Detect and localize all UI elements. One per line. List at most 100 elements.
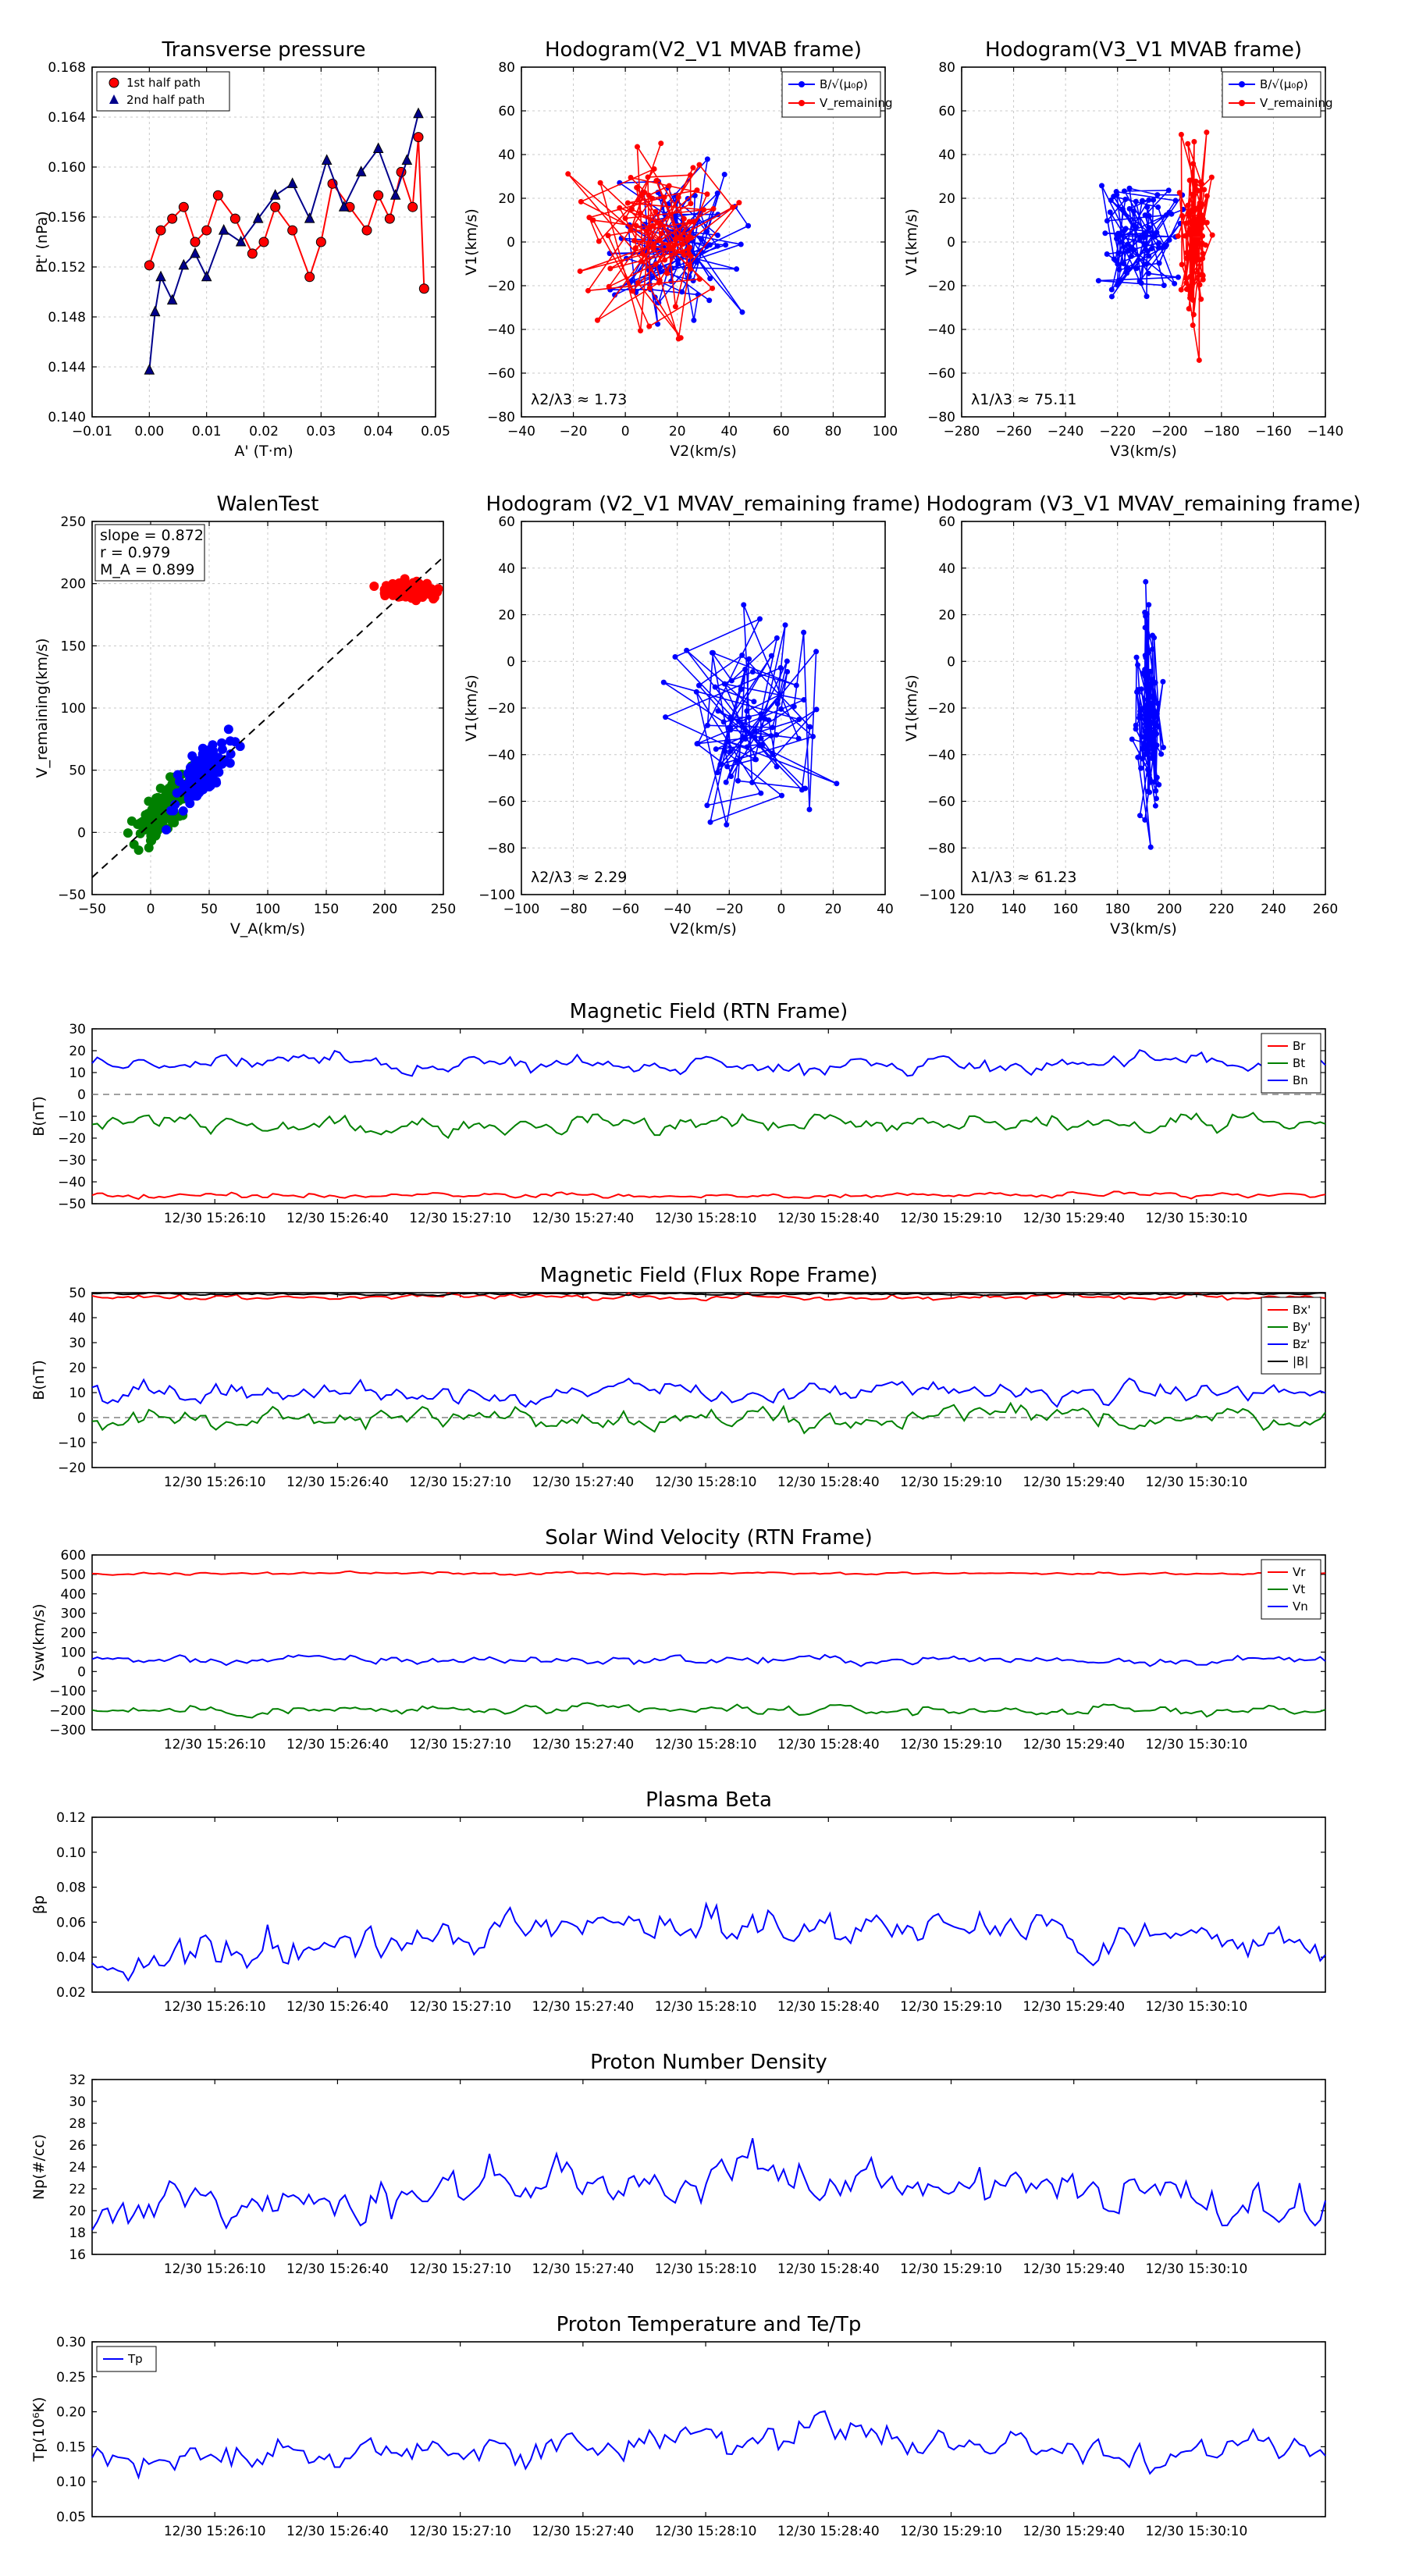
data-point — [167, 213, 178, 224]
y-tick-label: 200 — [61, 577, 86, 592]
data-point — [1143, 703, 1149, 709]
y-tick-label: 0.144 — [48, 360, 86, 375]
data-point — [586, 215, 592, 221]
x-tick-label: 260 — [1313, 902, 1338, 917]
data-point — [715, 708, 721, 714]
data-point — [1183, 279, 1190, 286]
chart-title: WalenTest — [217, 493, 319, 516]
x-tick-label: −0.01 — [72, 424, 112, 439]
data-point — [394, 583, 404, 593]
data-point — [578, 198, 584, 205]
y-tick-label: 60 — [938, 514, 955, 530]
y-tick-label: 16 — [69, 2247, 86, 2263]
x-tick-label: 12/30 15:27:10 — [409, 1737, 511, 1752]
legend-marker — [799, 100, 805, 106]
data-point — [1183, 275, 1190, 281]
series-line-V — [567, 143, 740, 340]
y-tick-label: 80 — [938, 60, 955, 76]
data-point — [663, 714, 669, 720]
stat-text: r = 0.979 — [100, 544, 170, 561]
x-tick-label: 12/30 15:26:40 — [286, 2524, 389, 2539]
data-point — [629, 206, 635, 212]
data-point — [1200, 233, 1206, 239]
data-point — [628, 174, 634, 180]
data-point — [235, 235, 247, 247]
data-point — [1185, 202, 1191, 208]
data-point — [675, 194, 681, 201]
data-point — [690, 278, 696, 284]
y-tick-label: 0 — [507, 654, 515, 670]
legend-label: Bx' — [1293, 1303, 1311, 1317]
chart-title: Magnetic Field (Flux Rope Frame) — [540, 1264, 878, 1287]
data-point — [1123, 265, 1129, 271]
data-point — [680, 241, 686, 247]
x-tick-label: 12/30 15:27:40 — [532, 1737, 634, 1752]
y-axis-label: V_remaining(km/s) — [34, 638, 51, 777]
stat-text: M_A = 0.899 — [100, 561, 194, 578]
y-tick-label: 0 — [77, 1411, 86, 1426]
data-point — [596, 238, 602, 244]
x-tick-label: 12/30 15:27:10 — [409, 1475, 511, 1490]
x-tick-label: 200 — [1157, 902, 1182, 917]
y-tick-label: 0 — [77, 825, 86, 841]
series-line-B — [610, 157, 749, 325]
data-point — [155, 783, 165, 793]
y-tick-label: 40 — [69, 1311, 86, 1326]
x-axis-label: V3(km/s) — [1110, 920, 1177, 938]
data-point — [1144, 261, 1150, 267]
data-point — [654, 219, 660, 226]
data-point — [1179, 262, 1185, 268]
data-point — [1146, 649, 1152, 656]
data-point — [649, 222, 656, 229]
data-point — [1107, 209, 1113, 215]
legend-label: V_remaining — [1260, 96, 1333, 111]
y-tick-label: −20 — [487, 701, 515, 717]
y-tick-label: 0.148 — [48, 310, 86, 326]
data-point — [691, 317, 697, 323]
data-point — [217, 738, 227, 748]
data-point — [774, 701, 781, 707]
data-point — [1147, 668, 1153, 674]
data-point — [1152, 802, 1158, 809]
x-tick-label: 12/30 15:30:10 — [1146, 2261, 1248, 2277]
data-point — [1141, 234, 1147, 240]
data-point — [810, 733, 816, 739]
data-point — [1200, 216, 1206, 222]
data-point — [749, 669, 756, 675]
x-tick-label: 12/30 15:26:10 — [164, 1999, 266, 2015]
data-point — [1146, 213, 1152, 219]
data-point — [146, 831, 156, 841]
chart-title: Hodogram(V2_V1 MVAB frame) — [545, 38, 862, 62]
legend-label: By' — [1293, 1320, 1311, 1334]
x-tick-label: 12/30 15:29:40 — [1023, 1737, 1125, 1752]
data-point — [321, 154, 333, 165]
y-tick-label: 0.08 — [56, 1880, 86, 1896]
x-tick-label: 12/30 15:26:40 — [286, 1999, 389, 2015]
x-tick-label: 100 — [255, 902, 280, 917]
data-point — [1209, 232, 1215, 238]
plot-frame — [521, 521, 886, 895]
data-point — [670, 245, 676, 251]
data-point — [607, 265, 614, 272]
x-tick-label: −50 — [78, 902, 106, 917]
data-point — [1121, 244, 1127, 250]
data-point — [778, 792, 784, 799]
y-tick-label: 0.152 — [48, 260, 86, 276]
data-point — [1114, 282, 1120, 288]
x-tick-label: −40 — [507, 424, 535, 439]
data-point — [235, 742, 245, 752]
data-point — [1108, 286, 1115, 293]
data-point — [622, 215, 628, 222]
data-point — [1104, 251, 1110, 257]
data-point — [597, 180, 603, 186]
y-tick-label: 60 — [498, 514, 515, 530]
data-point — [1149, 677, 1155, 683]
data-point — [1145, 788, 1151, 795]
y-tick-label: −60 — [487, 366, 515, 382]
x-tick-label: 12/30 15:29:10 — [900, 2524, 1002, 2539]
legend-marker — [1239, 100, 1245, 106]
x-tick-label: 0.02 — [249, 424, 279, 439]
data-point — [565, 171, 571, 177]
data-point — [751, 699, 757, 705]
data-point — [710, 206, 717, 212]
